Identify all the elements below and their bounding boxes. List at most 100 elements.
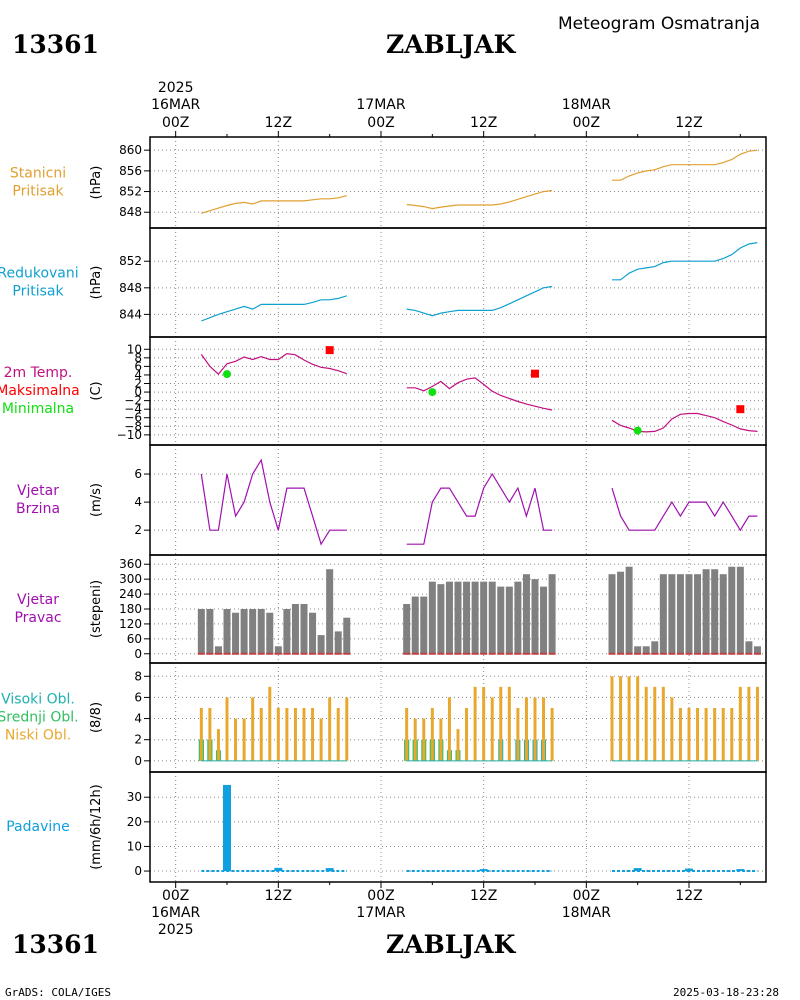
calm-marker	[326, 652, 334, 655]
panel-label: Pravac	[14, 610, 61, 626]
top-hour-label: 00Z	[367, 115, 394, 131]
panel-wind_direction	[144, 554, 767, 664]
calm-marker	[608, 652, 616, 655]
series-line	[611, 412, 758, 433]
wind-direction-bar	[214, 646, 222, 654]
calm-marker	[249, 652, 257, 655]
calm-marker	[497, 652, 505, 655]
panel-label: Vjetar	[17, 483, 59, 499]
panel-cloud_cover	[144, 662, 767, 773]
wind-direction-bar	[454, 581, 462, 654]
wind-direction-bar	[463, 581, 471, 654]
panel-label: Redukovani	[0, 266, 79, 282]
calm-marker	[283, 652, 291, 655]
calm-marker	[625, 652, 633, 655]
y-tick-label: 180	[119, 602, 142, 616]
calm-marker	[223, 652, 231, 655]
top-year-label: 2025	[158, 80, 194, 96]
panel-reduced_pressure	[144, 227, 767, 338]
wind-direction-bar	[642, 646, 650, 654]
wind-direction-bar	[608, 574, 616, 654]
station-id-bottom: 13361	[12, 930, 99, 959]
panel-label: Minimalna	[2, 401, 74, 417]
low-cloud-bar	[199, 707, 203, 761]
wind-direction-bar	[488, 581, 496, 654]
calm-marker	[685, 652, 693, 655]
wind-direction-bar	[326, 569, 334, 654]
top-day-label: 18MAR	[562, 97, 611, 113]
top-hour-label: 12Z	[675, 115, 702, 131]
wind-direction-bar	[514, 581, 522, 654]
wind-direction-bar	[522, 574, 530, 654]
calm-marker	[291, 652, 299, 655]
calm-marker	[428, 652, 436, 655]
wind-direction-bar	[257, 609, 265, 654]
calm-marker	[317, 652, 325, 655]
panel-frame	[149, 336, 767, 446]
wind-direction-bar	[471, 581, 479, 654]
station-name-top: ZABLJAK	[386, 30, 516, 59]
calm-marker	[403, 652, 411, 655]
wind-direction-bar	[437, 584, 445, 654]
low-cloud-bar	[644, 686, 648, 761]
calm-marker	[736, 652, 744, 655]
bottom-hour-label: 12Z	[265, 888, 292, 904]
series-line	[406, 189, 553, 210]
low-cloud-bar	[276, 707, 280, 761]
low-cloud-bar	[619, 676, 623, 761]
y-tick-label: 8	[134, 669, 142, 683]
y-tick-label: 20	[127, 815, 142, 829]
y-tick-label: 2	[134, 733, 142, 747]
panel-frame	[149, 227, 767, 338]
calm-marker	[274, 652, 282, 655]
low-cloud-bar	[738, 686, 742, 761]
y-tick-label: 60	[127, 632, 142, 646]
low-cloud-bar	[516, 707, 520, 761]
panel-label: Brzina	[16, 501, 60, 517]
wind-direction-bar	[694, 574, 702, 654]
calm-marker	[206, 652, 214, 655]
panel-temperature	[144, 336, 767, 446]
calm-marker	[728, 652, 736, 655]
low-cloud-bar	[747, 686, 751, 761]
calm-marker	[702, 652, 710, 655]
low-cloud-bar	[670, 697, 674, 761]
calm-marker	[266, 652, 274, 655]
station-name-bottom: ZABLJAK	[386, 930, 516, 959]
calm-marker	[240, 652, 248, 655]
unit-label: (hPa)	[89, 166, 104, 200]
y-tick-label: −4	[124, 402, 142, 416]
y-tick-label: 0	[134, 647, 142, 661]
series-line	[200, 352, 347, 375]
y-tick-label: 4	[134, 368, 142, 382]
calm-marker	[463, 652, 471, 655]
precip-bar	[633, 868, 642, 872]
y-tick-label: −2	[124, 394, 142, 408]
bottom-hour-label: 12Z	[470, 888, 497, 904]
low-cloud-bar	[345, 697, 349, 761]
y-tick-label: 860	[119, 143, 142, 157]
calm-marker	[445, 652, 453, 655]
precip-bar	[685, 868, 693, 872]
low-cloud-bar	[439, 718, 443, 761]
calm-marker	[480, 652, 488, 655]
y-tick-label: −10	[117, 428, 142, 442]
timestamp-label: 2025-03-18-23:28	[673, 986, 779, 999]
wind-direction-bar	[317, 635, 325, 654]
y-tick-label: −6	[124, 411, 142, 425]
min-temp-marker	[633, 426, 642, 435]
y-tick-label: 844	[119, 307, 142, 321]
low-cloud-bar	[413, 718, 417, 761]
wind-direction-bar	[480, 581, 488, 654]
min-temp-marker	[428, 388, 437, 397]
panel-precipitation	[144, 771, 767, 883]
low-cloud-bar	[704, 707, 708, 761]
series-line	[406, 377, 553, 411]
bottom-hour-label: 00Z	[573, 888, 600, 904]
low-cloud-bar	[242, 718, 246, 761]
unit-label: (C)	[89, 381, 104, 400]
calm-marker	[309, 652, 317, 655]
calm-marker	[642, 652, 650, 655]
wind-direction-bar	[274, 646, 282, 654]
